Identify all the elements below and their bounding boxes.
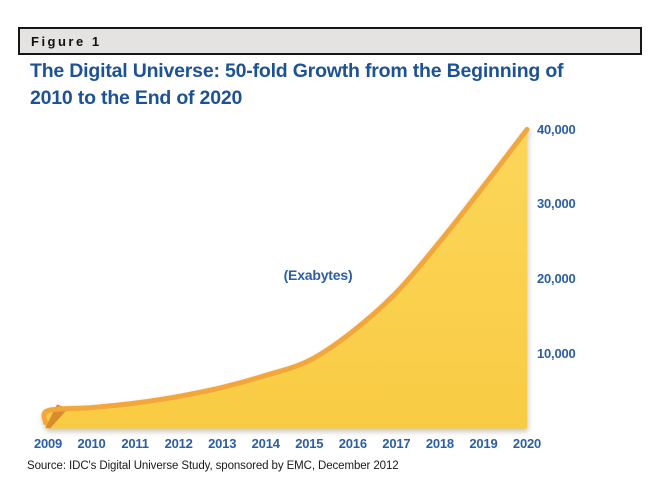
y-tick-label: 10,000 [537, 345, 576, 361]
figure-label-bar: Figure 1 [18, 27, 642, 55]
x-tick-label: 2015 [295, 436, 324, 451]
x-tick-label: 2017 [382, 436, 411, 451]
source-note: Source: IDC's Digital Universe Study, sp… [27, 460, 399, 472]
x-tick-label: 2012 [164, 436, 193, 451]
x-tick-label: 2013 [208, 436, 237, 451]
area-top-stroke [41, 127, 530, 425]
y-tick-label: 20,000 [537, 271, 576, 286]
x-tick-label: 2018 [425, 436, 454, 451]
x-tick-label: 2009 [33, 436, 63, 451]
x-tick-label: 2016 [338, 436, 367, 451]
x-tick-label: 2010 [77, 436, 106, 451]
x-tick-label: 2014 [251, 436, 280, 451]
y-tick-label: 30,000 [537, 196, 576, 212]
units-label: (Exabytes) [283, 267, 353, 283]
figure-label: Figure 1 [31, 33, 102, 49]
chart-title: The Digital Universe: 50-fold Growth fro… [30, 60, 564, 109]
x-tick-label: 2020 [512, 436, 542, 451]
area-fill-shape [43, 129, 527, 429]
y-tick-label: 40,000 [537, 121, 576, 137]
x-tick-label: 2019 [469, 436, 498, 451]
x-tick-label: 2011 [121, 436, 149, 451]
